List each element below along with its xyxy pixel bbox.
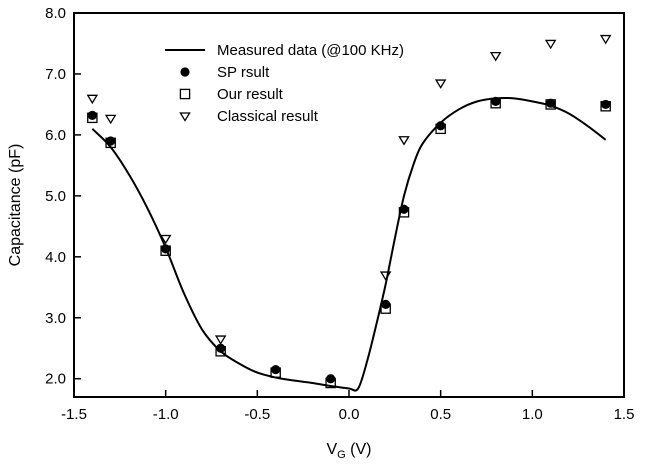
sp-result-point [87,110,97,120]
legend-entry: Measured data (@100 KHz) [165,42,404,59]
axis-ticks [73,12,625,397]
classical-result-point [86,94,99,105]
x-tick-label: -0.5 [244,406,270,423]
legend-label: Measured data (@100 KHz) [217,42,404,59]
classical-result-point [159,234,172,245]
sp-result-point [271,364,281,375]
y-tick-label: 3.0 [45,310,66,327]
our-result-point [490,97,501,109]
classical-result-point [398,136,410,146]
legend-marker-swatch [179,88,191,100]
our-result-point [380,303,391,314]
sp-result-point [546,98,556,108]
x-tick-label: 1.0 [522,406,543,423]
x-axis-label-unit: (V) [346,441,372,458]
marker-group [86,34,612,389]
y-axis-label: Capacitance (pF) [7,144,24,267]
tick-labels: -1.5 -1.0 -0.5 0.0 0.5 1.0 1.5 2.0 3.0 4.0 5.0 6.0 7… [45,5,634,423]
x-axis-label-main: V [326,441,337,458]
our-result-point [600,101,611,112]
our-result-point [398,207,410,218]
our-result-point [270,367,281,378]
legend-marker-swatch [179,112,191,122]
x-tick-label: 0.0 [339,406,360,423]
x-axis-label: VG (V) [326,441,371,461]
x-tick-label: -1.5 [61,406,87,423]
sp-result-point [436,121,446,131]
measured-data-line-group [91,96,607,392]
plot-frame [73,12,625,398]
y-tick-label: 4.0 [45,249,66,266]
classical-result-point [544,39,557,50]
our-result-point [87,112,98,124]
y-tick-label: 5.0 [45,188,66,205]
sp-result-point [399,204,409,214]
classical-result-point [489,51,502,62]
legend-entry: Our result [179,86,284,103]
x-tick-label: -1.0 [153,406,179,423]
classical-result-point [104,114,117,125]
sp-result-point [216,343,226,353]
our-result-point [105,137,116,149]
legend: Measured data (@100 KHz) SP rsult Our resu… [165,42,404,125]
legend-entry: SP rsult [180,64,270,81]
y-tick-label: 8.0 [45,5,66,22]
legend-label: Our result [217,86,284,103]
x-axis-label-subscript: G [337,449,346,461]
classical-result-point [379,271,392,281]
our-result-point [325,377,336,389]
x-tick-label: 0.5 [430,406,451,423]
y-tick-label: 6.0 [45,127,66,144]
measured-data-line [91,96,607,392]
classical-result-point [214,335,227,345]
legend-label: Classical result [217,108,319,125]
legend-marker-swatch [180,67,190,77]
legend-entry: Classical result [179,108,319,125]
our-result-point [215,346,226,357]
our-result-point [160,245,171,256]
classical-result-point [599,34,612,45]
our-result-point [435,123,446,135]
legend-label: SP rsult [217,64,270,81]
y-tick-label: 7.0 [45,66,66,83]
our-result-point [545,99,556,110]
y-tick-label: 2.0 [45,371,66,388]
x-tick-label: 1.5 [614,406,635,423]
classical-result-point [434,79,447,89]
